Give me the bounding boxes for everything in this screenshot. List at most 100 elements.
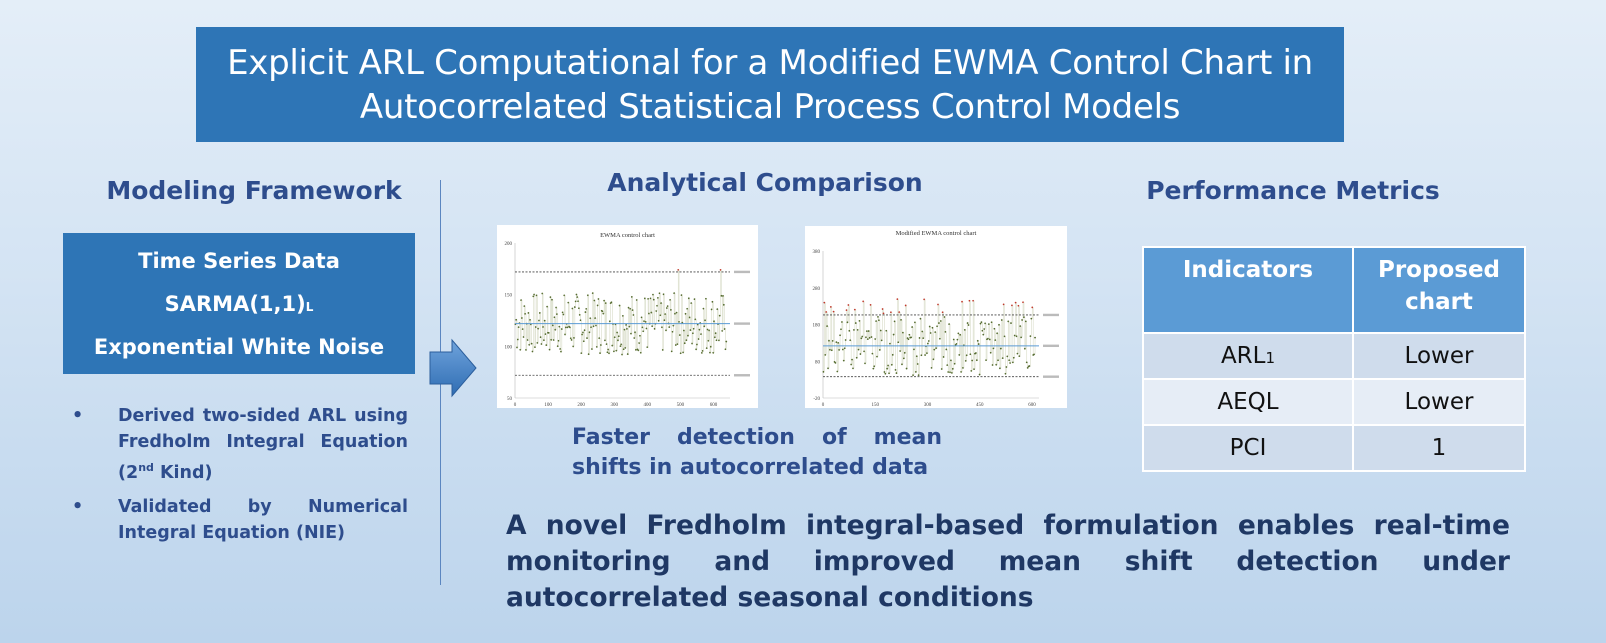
data-point <box>665 307 668 309</box>
limit-label <box>1043 313 1059 317</box>
data-point <box>946 364 949 366</box>
data-point <box>693 298 696 301</box>
data-point <box>528 343 531 346</box>
data-point <box>822 370 825 373</box>
data-point <box>914 371 917 373</box>
data-point <box>680 294 683 297</box>
data-point <box>948 323 951 325</box>
data-point <box>658 292 661 295</box>
data-point <box>989 351 992 354</box>
data-point <box>605 343 608 346</box>
data-point <box>698 328 701 331</box>
data-point <box>678 320 680 323</box>
data-point <box>611 344 614 347</box>
data-point <box>668 326 671 328</box>
data-point <box>921 330 924 333</box>
x-tick-label: 300 <box>610 403 618 408</box>
data-point <box>917 374 920 376</box>
framework-line-3: Exponential White Noise <box>93 334 385 359</box>
data-point <box>975 359 978 362</box>
data-point <box>1025 361 1028 364</box>
data-point <box>719 268 722 271</box>
data-point <box>882 312 885 315</box>
data-point <box>943 316 946 318</box>
data-point <box>695 348 698 351</box>
data-point <box>1016 352 1019 355</box>
data-point <box>995 363 998 366</box>
data-point <box>942 356 945 358</box>
data-point <box>674 312 676 315</box>
data-point <box>855 356 858 359</box>
data-point <box>684 312 687 315</box>
data-point <box>919 317 922 320</box>
x-tick-label: 400 <box>644 403 652 408</box>
indicator-cell: AEQL <box>1142 378 1354 426</box>
data-point <box>903 351 906 354</box>
data-point <box>534 346 536 349</box>
data-point <box>571 307 574 310</box>
data-point <box>711 300 714 303</box>
data-point <box>840 328 842 331</box>
data-point <box>656 304 658 307</box>
data-point <box>691 342 693 345</box>
data-point <box>1001 357 1004 360</box>
data-point <box>597 298 600 300</box>
data-point <box>1029 335 1032 338</box>
data-point <box>700 333 702 336</box>
data-point <box>950 359 952 362</box>
data-point <box>881 308 884 310</box>
chart-title: Modified EWMA control chart <box>896 230 977 237</box>
x-tick-label: 600 <box>710 403 718 408</box>
data-point <box>700 351 703 354</box>
data-point <box>844 339 847 341</box>
data-point <box>549 296 552 299</box>
data-point <box>905 367 908 370</box>
data-point <box>591 348 593 350</box>
data-point <box>591 292 594 295</box>
data-point <box>557 339 560 342</box>
data-point <box>1012 356 1015 359</box>
data-point <box>1031 306 1034 309</box>
data-point <box>890 363 893 366</box>
data-point <box>952 338 955 341</box>
data-point <box>857 348 860 351</box>
data-point <box>985 359 987 362</box>
modeling-framework-heading: Modeling Framework <box>106 176 402 205</box>
data-point <box>1014 301 1017 304</box>
data-point <box>559 348 562 350</box>
data-point <box>524 312 527 315</box>
data-point <box>718 314 721 317</box>
data-point <box>705 347 708 349</box>
limit-label <box>1043 344 1059 348</box>
table-row: ARL1 Lower <box>1142 332 1526 380</box>
data-point <box>617 339 619 342</box>
data-point <box>1018 355 1021 358</box>
data-point <box>902 357 905 360</box>
data-point <box>686 307 689 310</box>
data-point <box>1007 320 1010 323</box>
table-row: AEQL Lower <box>1142 378 1526 426</box>
data-point <box>569 326 571 329</box>
data-point <box>677 268 680 271</box>
limit-label <box>1043 375 1059 378</box>
data-point <box>574 300 577 303</box>
data-point <box>876 355 878 358</box>
data-point <box>841 321 843 323</box>
data-point <box>560 350 562 353</box>
data-point <box>891 353 894 356</box>
data-point <box>578 314 581 316</box>
x-tick-label: 600 <box>1028 403 1036 408</box>
data-point <box>678 334 681 336</box>
data-point <box>566 326 569 329</box>
ewma-control-chart: EWMA control chart 50 100 150 200 0 100 200 300 4… <box>497 225 758 408</box>
data-point <box>823 301 826 304</box>
data-point <box>652 293 654 296</box>
data-point <box>860 337 863 340</box>
data-point <box>544 333 547 336</box>
data-point <box>867 330 870 332</box>
data-point <box>908 333 911 336</box>
y-tick-label: 100 <box>505 345 513 350</box>
data-point <box>913 348 915 351</box>
data-point <box>562 313 565 316</box>
data-point <box>535 294 538 297</box>
